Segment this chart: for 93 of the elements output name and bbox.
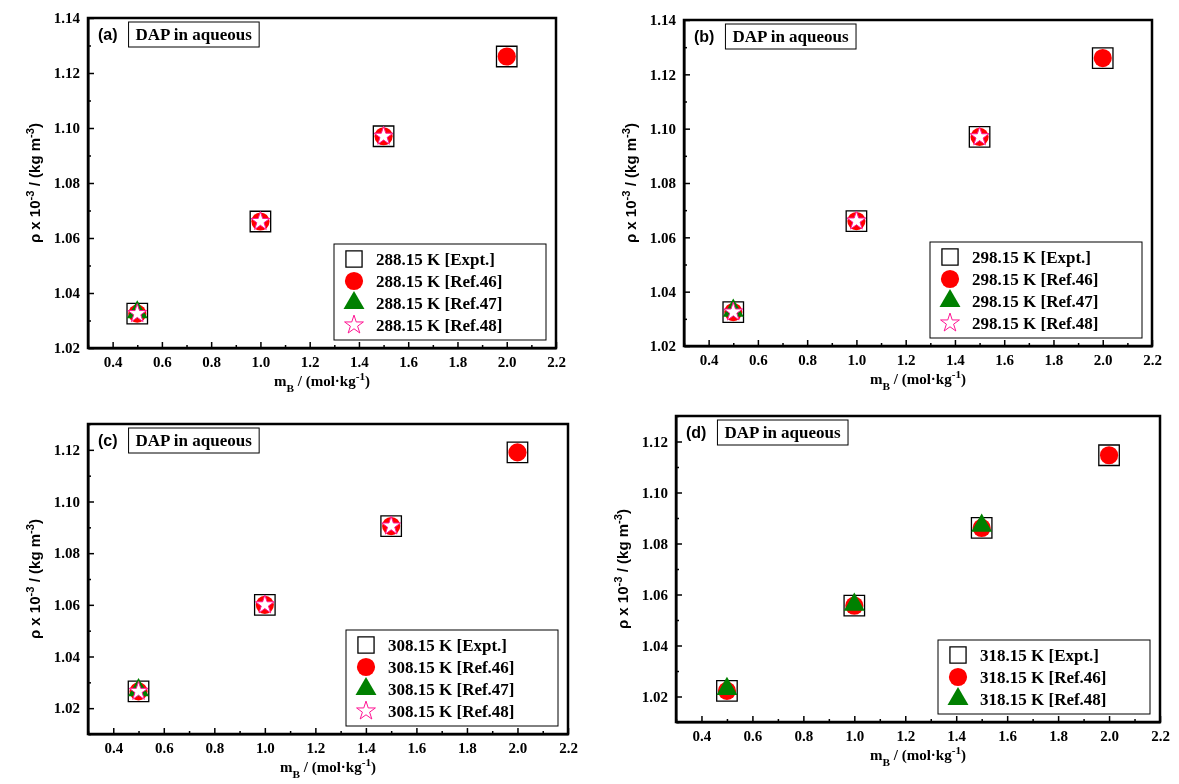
x-tick-label: 2.2	[547, 353, 566, 370]
legend-label: 298.15 K [Ref.47]	[972, 292, 1099, 311]
y-tick-label: 1.12	[649, 66, 676, 83]
x-tick-label: 0.8	[205, 739, 225, 756]
x-tick-label: 1.6	[995, 351, 1015, 368]
annotation: (b)	[694, 28, 715, 45]
legend-label: 308.15 K [Expt.]	[388, 636, 507, 655]
legend-label: 308.15 K [Ref.48]	[388, 702, 515, 721]
y-tick-label: 1.08	[641, 535, 668, 552]
x-tick-label: 0.6	[743, 727, 763, 744]
y-tick-label: 1.10	[53, 493, 80, 510]
x-tick-label: 1.2	[306, 739, 326, 756]
y-tick-label: 1.14	[649, 12, 677, 29]
x-tick-label: 1.2	[300, 353, 320, 370]
y-tick-label: 1.02	[641, 688, 668, 705]
x-tick-label: 2.0	[1100, 727, 1119, 744]
x-tick-label: 1.2	[896, 351, 916, 368]
legend-label: 318.15 K [Ref.46]	[980, 668, 1107, 687]
x-tick-label: 1.6	[399, 353, 419, 370]
x-tick-label: 0.6	[154, 739, 175, 756]
x-tick-label: 1.0	[847, 351, 867, 368]
x-tick-label: 2.0	[497, 353, 517, 370]
y-tick-label: 1.12	[641, 433, 668, 450]
annotation: DAP in aqueous	[135, 25, 253, 44]
x-tick-label: 0.6	[153, 353, 173, 370]
annotation: DAP in aqueous	[135, 431, 253, 450]
x-tick-label: 1.8	[458, 739, 477, 756]
y-tick-label: 1.08	[649, 175, 676, 192]
annotation: (d)	[686, 424, 707, 441]
y-tick-label: 1.10	[641, 484, 668, 501]
annotation: DAP in aqueous	[732, 27, 850, 46]
y-tick-label: 1.02	[649, 338, 676, 355]
x-tick-label: 1.4	[947, 727, 967, 744]
legend-label: 318.15 K [Expt.]	[980, 646, 1099, 665]
x-tick-label: 1.4	[946, 351, 966, 368]
y-tick-label: 1.08	[53, 545, 80, 562]
y-tick-label: 1.02	[53, 340, 80, 357]
y-tick-label: 1.04	[53, 648, 81, 665]
legend-label: 298.15 K [Ref.48]	[972, 314, 1099, 333]
x-axis-title: m$_{B}$ / (mol·kg$^{-1}$)	[273, 370, 371, 394]
y-tick-label: 1.14	[53, 10, 81, 27]
legend-label: 308.15 K [Ref.46]	[388, 658, 515, 677]
y-tick-label: 1.04	[641, 637, 669, 654]
x-tick-label: 0.8	[794, 727, 814, 744]
annotation: (c)	[98, 432, 118, 449]
y-tick-label: 1.06	[53, 230, 81, 247]
y-tick-label: 1.10	[649, 120, 676, 137]
legend-label: 288.15 K [Ref.46]	[376, 272, 503, 291]
legend-label: 308.15 K [Ref.47]	[388, 680, 515, 699]
x-axis-title: m$_{B}$ / (mol·kg$^{-1}$)	[869, 368, 967, 392]
y-tick-label: 1.04	[649, 283, 677, 300]
x-tick-label: 1.0	[251, 353, 271, 370]
annotation: DAP in aqueous	[724, 423, 842, 442]
y-tick-label: 1.12	[53, 65, 80, 82]
x-tick-label: 1.0	[255, 739, 275, 756]
x-tick-label: 1.8	[1044, 351, 1064, 368]
x-tick-label: 1.4	[357, 739, 377, 756]
y-tick-label: 1.10	[53, 120, 80, 137]
legend-label: 298.15 K [Expt.]	[972, 248, 1091, 267]
legend-label: 318.15 K [Ref.48]	[980, 690, 1107, 709]
x-tick-label: 0.6	[749, 351, 769, 368]
x-tick-label: 0.8	[798, 351, 818, 368]
y-tick-label: 1.06	[53, 597, 81, 614]
x-tick-label: 1.8	[448, 353, 468, 370]
x-tick-label: 1.2	[896, 727, 916, 744]
x-tick-label: 1.8	[1049, 727, 1068, 744]
x-tick-label: 2.2	[559, 739, 578, 756]
x-tick-label: 1.6	[998, 727, 1018, 744]
y-tick-label: 1.08	[53, 175, 80, 192]
x-tick-label: 0.8	[202, 353, 222, 370]
x-tick-label: 2.0	[1093, 351, 1113, 368]
legend-label: 298.15 K [Ref.46]	[972, 270, 1099, 289]
x-tick-label: 0.4	[699, 351, 720, 368]
x-tick-label: 1.0	[845, 727, 865, 744]
y-tick-label: 1.04	[53, 285, 81, 302]
legend-label: 288.15 K [Ref.47]	[376, 294, 503, 313]
legend-label: 288.15 K [Ref.48]	[376, 316, 503, 335]
y-tick-label: 1.06	[641, 586, 669, 603]
annotation: (a)	[98, 26, 118, 43]
x-tick-label: 1.6	[407, 739, 427, 756]
x-axis-title: m$_{B}$ / (mol·kg$^{-1}$)	[279, 756, 377, 780]
x-tick-label: 2.2	[1143, 351, 1162, 368]
x-tick-label: 0.4	[692, 727, 712, 744]
y-tick-label: 1.12	[53, 442, 80, 459]
x-tick-label: 1.4	[350, 353, 370, 370]
y-tick-label: 1.06	[649, 229, 677, 246]
x-tick-label: 2.0	[508, 739, 528, 756]
x-tick-label: 2.2	[1151, 727, 1170, 744]
legend-label: 288.15 K [Expt.]	[376, 250, 495, 269]
x-tick-label: 0.4	[103, 353, 124, 370]
x-axis-title: m$_{B}$ / (mol·kg$^{-1}$)	[869, 744, 967, 768]
x-tick-label: 0.4	[104, 739, 124, 756]
y-tick-label: 1.02	[53, 700, 80, 717]
